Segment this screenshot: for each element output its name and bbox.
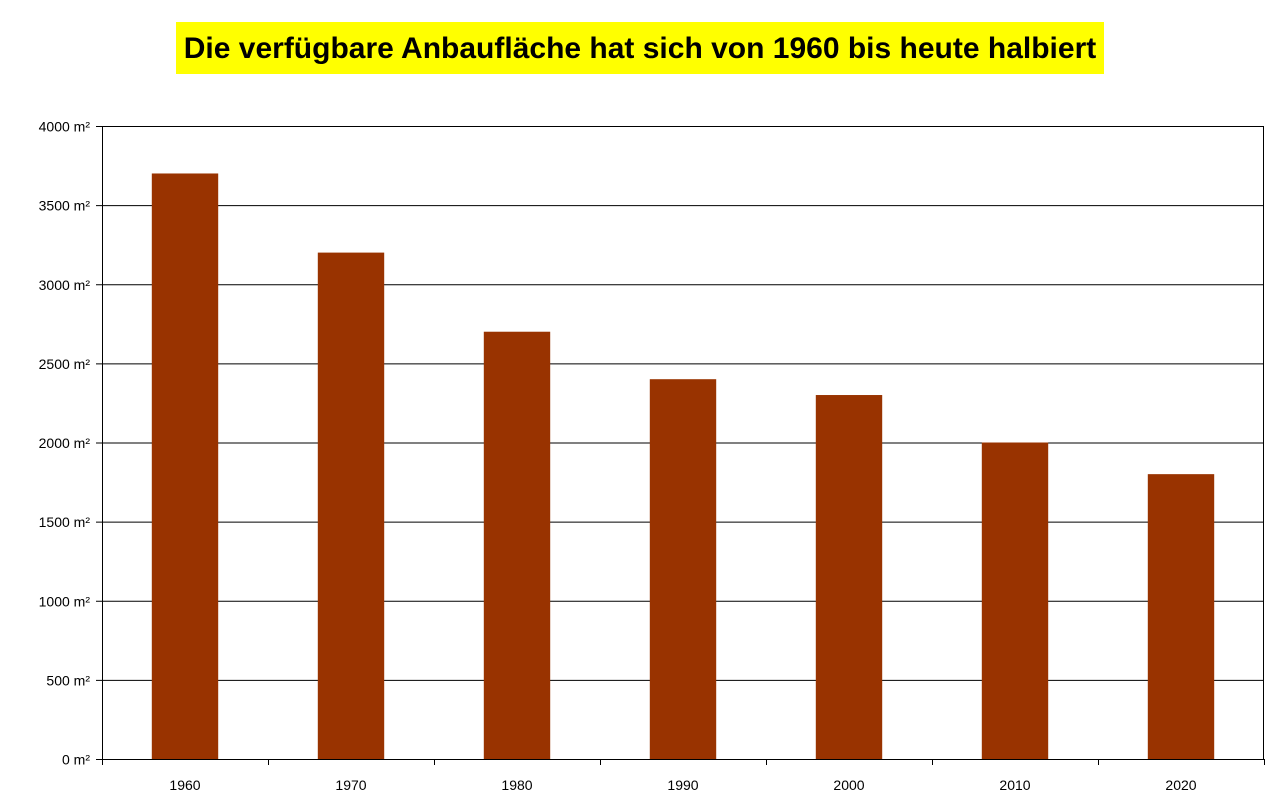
y-tick-label: 3500 m² (39, 198, 91, 214)
y-tick-label: 1000 m² (39, 593, 91, 609)
y-tick-label: 2000 m² (39, 435, 91, 451)
y-tick-label: 3000 m² (39, 277, 91, 293)
chart-title-wrap: Die verfügbare Anbaufläche hat sich von … (0, 22, 1280, 74)
bar-2020 (1147, 474, 1215, 759)
x-tick-label: 1970 (335, 777, 366, 793)
axes (96, 126, 1265, 765)
bar-2010 (981, 442, 1049, 759)
tick-labels: 0 m² 500 m² 1000 m² 1500 m² 2000 m² 2500 m² 30… (39, 119, 1197, 794)
x-tick-label: 1960 (169, 777, 200, 793)
y-tick-label: 1500 m² (39, 514, 91, 530)
x-tick-label: 1980 (501, 777, 532, 793)
y-tick-label: 500 m² (46, 672, 90, 688)
chart-title: Die verfügbare Anbaufläche hat sich von … (175, 22, 1105, 74)
y-tick-label: 4000 m² (39, 119, 91, 135)
bar-2000 (815, 395, 883, 759)
x-tick-label: 2000 (833, 777, 864, 793)
bars (151, 173, 1215, 760)
y-tick-label: 2500 m² (39, 356, 91, 372)
x-tick-label: 2020 (1165, 777, 1196, 793)
x-tick-label: 1990 (667, 777, 698, 793)
bar-1960 (151, 173, 219, 760)
bar-1980 (483, 331, 551, 759)
bar-1970 (317, 252, 385, 759)
x-tick-label: 2010 (999, 777, 1030, 793)
bar-1990 (649, 379, 717, 759)
y-tick-label: 0 m² (62, 752, 90, 768)
